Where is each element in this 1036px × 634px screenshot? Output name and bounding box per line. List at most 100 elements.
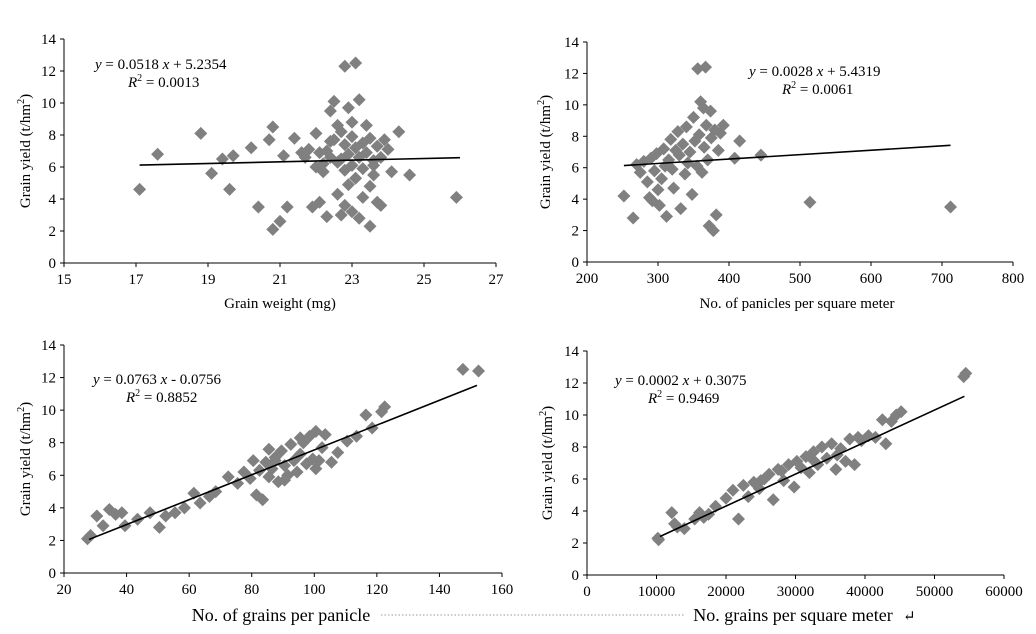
y-axis-label: Grain yield (t/hm2) [538,406,556,520]
y-tick-label: 12 [564,376,579,392]
data-point [709,208,723,222]
trendline [88,384,478,541]
data-point [363,179,377,193]
data-point [766,493,780,507]
y-axis-ticks: 0 2 4 6 8 10 12 14 [41,32,64,272]
y-tick-label: 6 [49,468,57,484]
x-tick-label: 21 [273,272,288,288]
data-point [352,211,366,225]
data-point [309,462,323,476]
data-point [324,455,338,469]
data-point [278,473,292,487]
data-point [246,454,260,468]
data-point [356,162,370,176]
data-point [356,190,370,204]
y-tick-label: 12 [41,371,56,387]
x-tick-label: 10000 [638,584,676,600]
data-point [284,437,298,451]
y-tick-label: 14 [564,344,580,360]
x-tick-label: 40 [119,582,134,598]
x-tick-label: 800 [1002,271,1025,287]
y-tick-label: 2 [572,536,580,552]
x-tick-label: 60000 [985,584,1023,600]
data-point [177,501,191,515]
data-point [345,130,359,144]
data-point [151,147,165,161]
x-tick-label: 60 [182,582,197,598]
data-point [762,467,776,481]
data-point [221,470,235,484]
data-point [341,178,355,192]
y-tick-label: 8 [572,440,580,456]
scatter-points [651,366,973,547]
data-point [226,149,240,163]
data-point [377,133,391,147]
data-point [657,142,671,156]
y-tick-label: 14 [564,35,580,51]
r-squared: R2 = 0.0013 [127,73,199,91]
y-tick-label: 6 [572,472,580,488]
x-tick-label: 25 [417,272,432,288]
x-tick-label: 140 [428,582,451,598]
data-point [894,405,908,419]
data-point [293,431,307,445]
data-point [316,165,330,179]
x-tick-label: 50000 [916,584,954,600]
y-axis-label: Grain yield (t/hm2) [16,94,34,208]
y-axis-label: Grain yield (t/hm2) [16,402,34,516]
x-axis-label: No. grains per square meter [693,605,892,625]
data-point [334,125,348,139]
data-point [96,519,110,533]
x-tick-label: 120 [366,582,389,598]
r-squared: R2 = 0.9469 [647,389,719,407]
y-axis-label: Grain yield (t/hm2) [536,95,554,209]
data-point [374,150,388,164]
x-axis-label: No. of panicles per square meter [700,296,895,312]
y-tick-label: 2 [49,224,57,240]
data-point [685,187,699,201]
x-tick-label: 600 [860,271,883,287]
data-point [350,429,364,443]
y-axis-ticks: 0 2 4 6 8 10 12 14 [564,344,587,584]
data-point [345,115,359,129]
chart-grain-weight: 0 2 4 6 8 10 12 14 15 17 19 21 23 25 27 y = 0.0518 x … [16,32,504,312]
r-squared: R2 = 0.0061 [781,80,853,98]
data-point [754,148,768,162]
data-point [711,143,725,157]
y-tick-label: 0 [49,566,57,582]
data-point [733,134,747,148]
data-point [244,141,258,155]
data-point [374,198,388,212]
data-point [84,529,98,543]
data-point [678,167,692,181]
data-point [262,442,276,456]
y-tick-label: 6 [572,161,580,177]
data-point [879,437,893,451]
chart-grains-per-m2: 0 2 4 6 8 10 12 14 0 10000 20000 30000 40000 50000 60… [538,344,1023,625]
data-point [713,126,727,140]
data-point [290,465,304,479]
data-point [370,139,384,153]
data-point [719,491,733,505]
y-tick-label: 10 [564,98,579,114]
data-point [90,509,104,523]
x-tick-label: 400 [718,271,741,287]
data-point [704,104,718,118]
y-tick-label: 4 [49,192,57,208]
data-point [280,200,294,214]
data-point [338,59,352,73]
x-tick-label: 40000 [846,584,884,600]
data-point [367,168,381,182]
data-point [193,496,207,510]
data-point [131,512,145,526]
data-point [456,362,470,376]
data-point [320,210,334,224]
data-point [716,118,730,132]
data-point [302,142,316,156]
data-point [266,120,280,134]
regression-equation: y = 0.0518 x + 5.2354 [93,57,227,73]
y-tick-label: 4 [49,501,57,517]
data-point [367,158,381,172]
data-point [403,168,417,182]
